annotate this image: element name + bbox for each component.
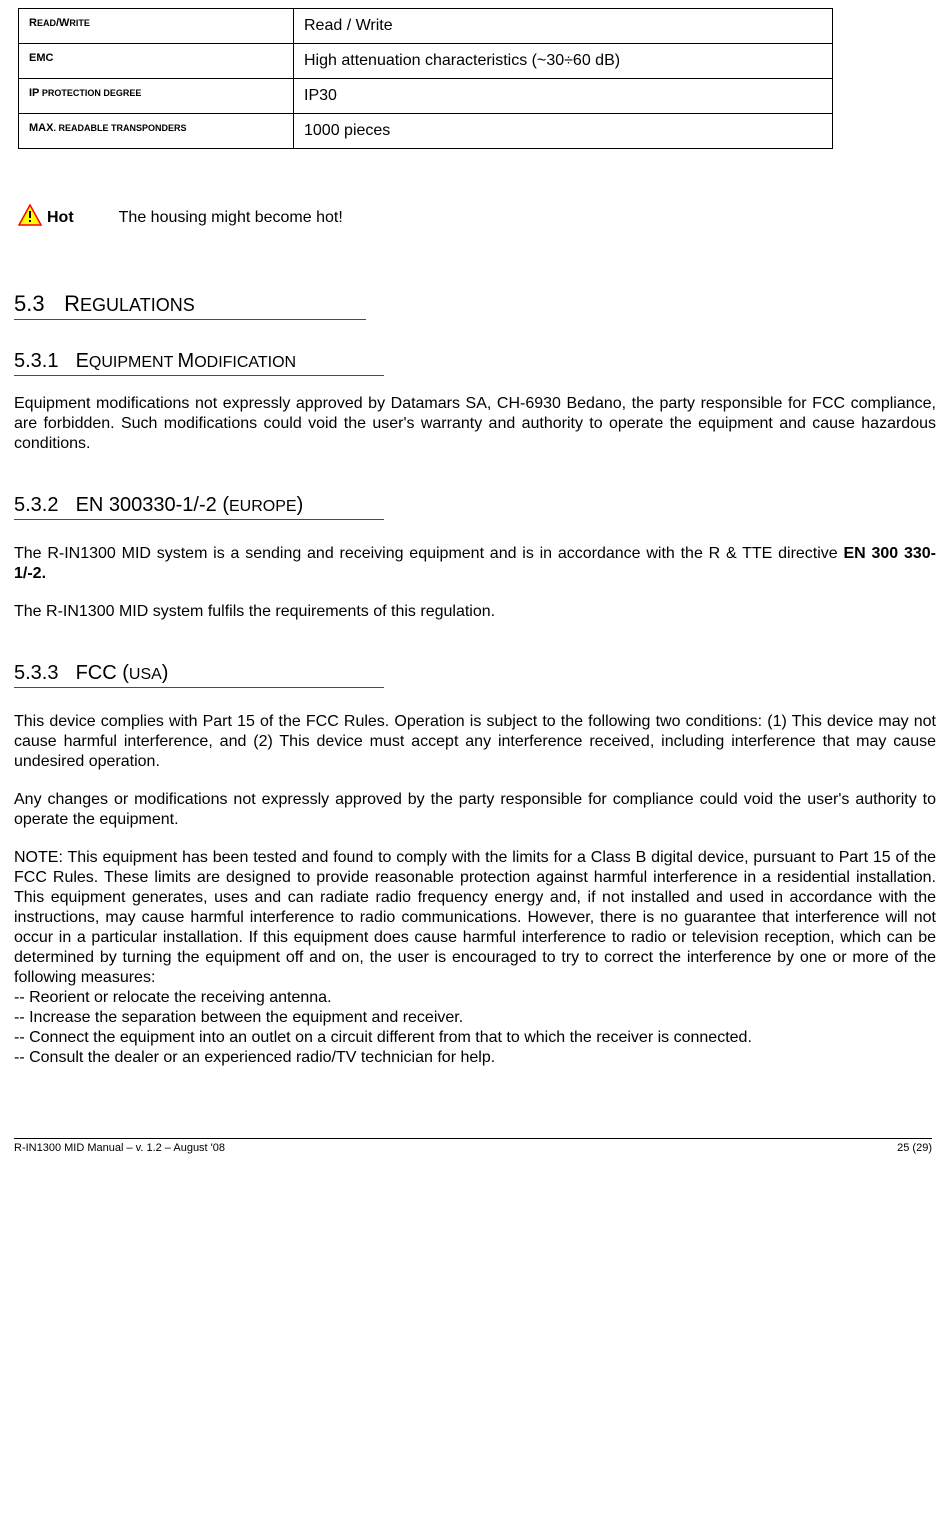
spec-label-ip: IP PROTECTION DEGREE <box>19 79 294 114</box>
warning-line: Hot The housing might become hot! <box>18 204 936 231</box>
spec-label-emc: EMC <box>19 44 294 79</box>
para-fcc-1: This device complies with Part 15 of the… <box>14 712 936 772</box>
table-row: EMC High attenuation characteristics (~3… <box>19 44 833 79</box>
fcc-measure-4: -- Consult the dealer or an experienced … <box>14 1048 936 1068</box>
fcc-measure-1: -- Reorient or relocate the receiving an… <box>14 988 936 1008</box>
para-equipment-modification: Equipment modifications not expressly ap… <box>14 394 936 454</box>
spec-label-transponders: MAX. READABLE TRANSPONDERS <box>19 114 294 149</box>
fcc-measure-2: -- Increase the separation between the e… <box>14 1008 936 1028</box>
warning-icon <box>18 204 42 231</box>
spec-value-ip: IP30 <box>294 79 833 114</box>
para-en300330-1: The R-IN1300 MID system is a sending and… <box>14 544 936 584</box>
table-row: MAX. READABLE TRANSPONDERS 1000 pieces <box>19 114 833 149</box>
spec-value-emc: High attenuation characteristics (~30÷60… <box>294 44 833 79</box>
heading-underline <box>14 375 384 376</box>
heading-en300330: 5.3.2 EN 300330-1/-2 (EUROPE) <box>14 494 936 517</box>
warning-text: The housing might become hot! <box>119 209 343 227</box>
spec-value-readwrite: Read / Write <box>294 9 833 44</box>
page-footer: R-IN1300 MID Manual – v. 1.2 – August '0… <box>14 1138 932 1154</box>
para-en300330-2: The R-IN1300 MID system fulfils the requ… <box>14 602 936 622</box>
table-row: READ/WRITE Read / Write <box>19 9 833 44</box>
spec-value-transponders: 1000 pieces <box>294 114 833 149</box>
heading-fcc: 5.3.3 FCC (USA) <box>14 662 936 685</box>
warning-label: Hot <box>47 209 74 227</box>
footer-left: R-IN1300 MID Manual – v. 1.2 – August '0… <box>14 1142 225 1154</box>
heading-regulations: 5.3 REGULATIONS <box>14 291 936 317</box>
spec-label-readwrite: READ/WRITE <box>19 9 294 44</box>
heading-underline <box>14 687 384 688</box>
heading-equipment-modification: 5.3.1 EQUIPMENT MODIFICATION <box>14 350 936 373</box>
footer-right: 25 (29) <box>897 1142 932 1154</box>
fcc-measure-3: -- Connect the equipment into an outlet … <box>14 1028 936 1048</box>
heading-underline <box>14 319 366 320</box>
table-row: IP PROTECTION DEGREE IP30 <box>19 79 833 114</box>
specs-table: READ/WRITE Read / Write EMC High attenua… <box>18 8 833 149</box>
para-fcc-2: Any changes or modifications not express… <box>14 790 936 830</box>
heading-underline <box>14 519 384 520</box>
para-fcc-3: NOTE: This equipment has been tested and… <box>14 848 936 988</box>
